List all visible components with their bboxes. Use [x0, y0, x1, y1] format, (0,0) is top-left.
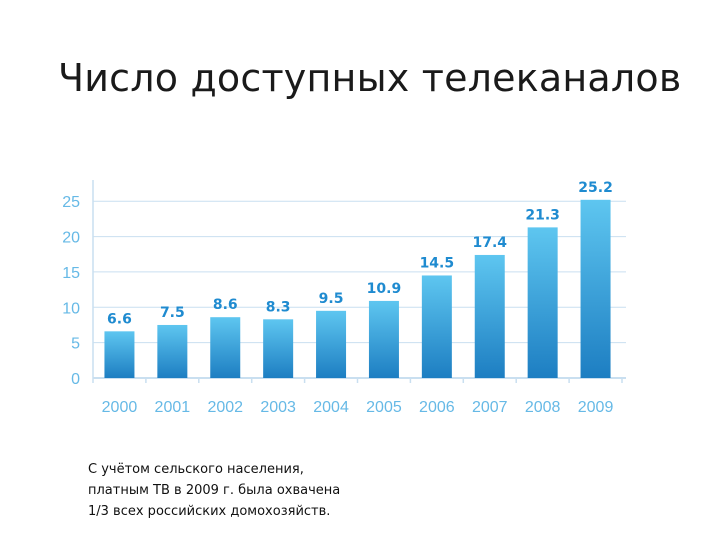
y-tick-label: 15: [62, 265, 80, 282]
bar: [104, 331, 135, 378]
y-tick-label: 5: [71, 336, 80, 353]
y-tick-label: 25: [62, 194, 80, 211]
bar: [474, 254, 505, 378]
x-tick-label: 2000: [102, 399, 138, 416]
footnote-line: 1/3 всех российских домохозяйств.: [88, 504, 331, 519]
x-tick-label: 2003: [260, 399, 296, 416]
x-tick-label: 2006: [419, 399, 455, 416]
bar: [421, 275, 452, 378]
bar-value-label: 21.3: [525, 207, 560, 223]
y-tick-label: 20: [62, 230, 80, 247]
bar: [580, 199, 611, 378]
bar: [157, 324, 188, 378]
footnote: С учётом сельского населения, платным ТВ…: [88, 459, 388, 522]
bar: [263, 319, 294, 378]
bar-value-label: 6.6: [107, 311, 132, 327]
bar: [368, 300, 399, 378]
bar-value-label: 8.6: [213, 297, 238, 313]
bar: [316, 310, 347, 378]
bars: [104, 199, 611, 378]
bar: [527, 227, 558, 378]
bar-value-label: 17.4: [472, 235, 507, 251]
data-labels: 6.6 7.5 8.6 8.3 9.5 10.9 14.5 17.4 21.3 25.2: [107, 180, 613, 328]
x-tick-label: 2007: [472, 399, 508, 416]
x-tick-label: 2009: [578, 399, 614, 416]
x-tick-label: 2005: [366, 399, 402, 416]
footnote-line: С учётом сельского населения,: [88, 462, 304, 477]
bar-value-label: 10.9: [367, 281, 402, 297]
x-tick-label: 2002: [207, 399, 243, 416]
y-tick-label: 10: [62, 300, 80, 317]
bar-value-label: 14.5: [420, 255, 455, 271]
bar-value-label: 8.3: [266, 299, 291, 315]
slide-title: Число доступных телеканалов: [58, 56, 682, 100]
bar-value-label: 7.5: [160, 305, 185, 321]
y-tick-label: 0: [71, 371, 80, 388]
footnote-line: платным ТВ в 2009 г. была охвачена: [88, 483, 341, 498]
x-tick-label: 2004: [313, 399, 349, 416]
bar: [210, 317, 241, 378]
tick-labels: 0 5 10 15 20 25 2000 2001 2002 2003 2004 2005 2006 20…: [62, 194, 613, 416]
x-tick-label: 2008: [525, 399, 561, 416]
bar-value-label: 25.2: [578, 180, 613, 196]
bar-value-label: 9.5: [319, 291, 344, 307]
x-tick-label: 2001: [155, 399, 191, 416]
